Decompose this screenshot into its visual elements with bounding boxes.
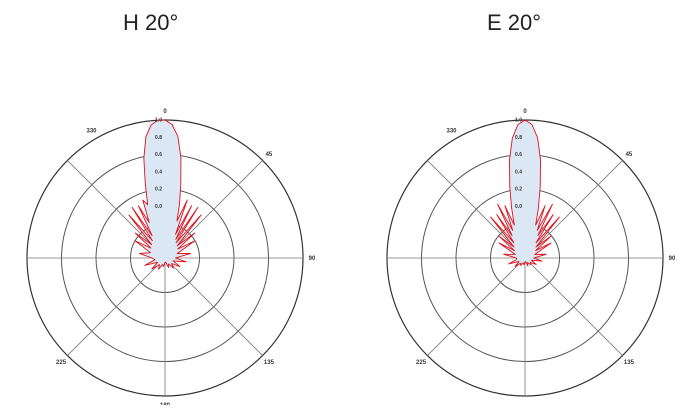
polar-spoke [427, 160, 526, 259]
angle-label-0: 0 [163, 109, 167, 115]
chart-title-e: E 20° [487, 10, 542, 35]
polar-spoke [524, 257, 623, 356]
angle-label-135: 135 [624, 360, 635, 366]
polar-chart-e: 1.00.80.60.40.20.004590135225270330 [386, 109, 675, 397]
radial-tick-label: 1.0 [155, 118, 162, 124]
polar-spoke [164, 257, 263, 356]
angle-label-225: 225 [416, 360, 427, 366]
chart-title-h: H 20° [123, 10, 179, 35]
radial-tick-label: 0.0 [155, 204, 162, 210]
angle-label-90: 90 [669, 256, 675, 262]
angle-label-0: 0 [523, 109, 527, 115]
angle-label-45: 45 [266, 152, 273, 158]
radial-tick-label: 0.6 [515, 152, 522, 158]
radial-tick-label: 0.6 [155, 152, 162, 158]
angle-label-45: 45 [626, 152, 633, 158]
polar-spoke [164, 160, 263, 259]
radial-tick-label: 1.0 [515, 118, 522, 124]
angle-label-330: 330 [446, 129, 457, 135]
polar-spoke [67, 257, 166, 356]
polar-spoke [67, 160, 166, 259]
polar-spoke [427, 257, 526, 356]
radial-tick-label: 0.0 [515, 204, 522, 210]
polar-chart-h: 1.00.80.60.40.20.004590135180225270330 [26, 109, 315, 405]
radial-tick-label: 0.4 [155, 169, 162, 175]
radial-tick-label: 0.2 [515, 187, 522, 193]
radial-tick-label: 0.8 [515, 135, 522, 141]
angle-label-135: 135 [264, 360, 275, 366]
radial-tick-label: 0.4 [515, 169, 522, 175]
radial-tick-label: 0.2 [155, 187, 162, 193]
polar-spoke [524, 160, 623, 259]
radiation-pattern-h [128, 119, 202, 270]
angle-label-90: 90 [309, 256, 315, 262]
angle-label-180: 180 [160, 403, 171, 405]
angle-label-330: 330 [86, 129, 97, 135]
angle-label-225: 225 [56, 360, 67, 366]
radial-tick-label: 0.8 [155, 135, 162, 141]
radiation-pattern-e [490, 119, 560, 267]
